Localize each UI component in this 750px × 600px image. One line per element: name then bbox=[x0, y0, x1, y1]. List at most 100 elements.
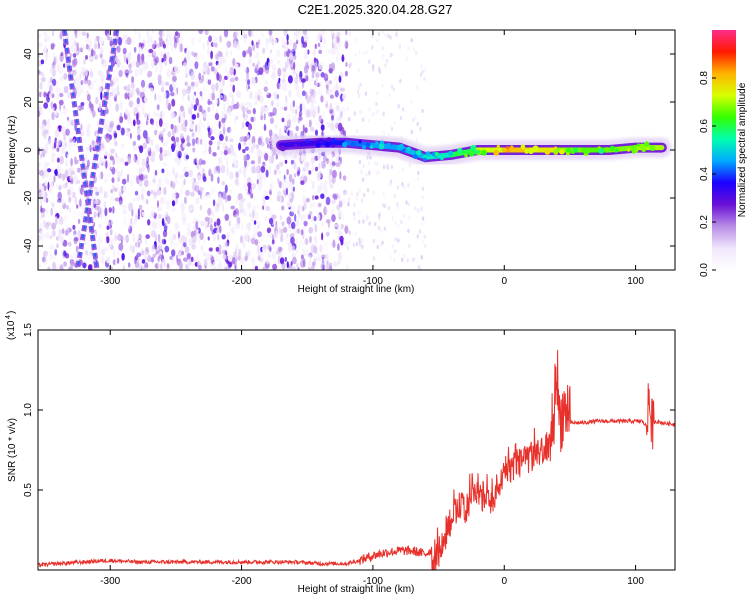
noise-speckle bbox=[376, 108, 380, 113]
noise-speckle bbox=[187, 52, 191, 61]
noise-speckle bbox=[146, 198, 149, 205]
noise-speckle bbox=[326, 121, 329, 129]
noise-speckle bbox=[285, 236, 290, 245]
noise-speckle bbox=[137, 214, 140, 220]
noise-speckle bbox=[159, 196, 165, 205]
noise-speckle bbox=[114, 132, 118, 138]
noise-speckle bbox=[305, 249, 309, 257]
noise-speckle bbox=[115, 169, 119, 174]
noise-speckle bbox=[329, 102, 333, 111]
noise-speckle bbox=[180, 35, 184, 43]
noise-speckle bbox=[414, 51, 418, 56]
noise-speckle bbox=[38, 103, 42, 109]
noise-speckle bbox=[246, 223, 251, 229]
signal-band-dot bbox=[598, 148, 605, 154]
noise-speckle bbox=[344, 39, 347, 48]
noise-speckle bbox=[89, 157, 94, 164]
noise-speckle bbox=[294, 76, 299, 85]
noise-speckle bbox=[233, 68, 236, 76]
noise-speckle bbox=[369, 155, 372, 160]
noise-speckle bbox=[274, 123, 278, 130]
noise-speckle bbox=[240, 136, 245, 142]
noise-speckle bbox=[66, 116, 69, 121]
noise-speckle bbox=[394, 220, 397, 225]
noise-speckle bbox=[238, 248, 242, 255]
noise-speckle bbox=[319, 80, 323, 89]
noise-speckle bbox=[142, 172, 146, 181]
noise-speckle bbox=[391, 216, 394, 221]
noise-speckle bbox=[195, 220, 199, 230]
noise-speckle bbox=[40, 71, 44, 76]
noise-speckle bbox=[165, 37, 168, 43]
noise-speckle bbox=[50, 181, 53, 189]
noise-speckle bbox=[156, 104, 160, 111]
noise-speckle bbox=[72, 138, 76, 147]
noise-speckle bbox=[340, 223, 344, 230]
noise-speckle bbox=[168, 33, 173, 38]
signal-band-dot bbox=[279, 145, 286, 152]
noise-speckle bbox=[108, 100, 111, 108]
noise-speckle bbox=[246, 201, 252, 209]
noise-speckle bbox=[166, 69, 171, 78]
noise-speckle bbox=[382, 192, 385, 197]
noise-speckle bbox=[217, 197, 223, 206]
noise-speckle bbox=[196, 261, 201, 268]
noise-speckle bbox=[296, 169, 300, 177]
noise-speckle bbox=[328, 80, 333, 85]
noise-speckle bbox=[128, 63, 132, 70]
noise-speckle bbox=[185, 189, 190, 197]
noise-speckle bbox=[44, 191, 48, 199]
noise-speckle bbox=[88, 44, 91, 52]
noise-speckle bbox=[195, 229, 199, 238]
noise-speckle bbox=[185, 154, 189, 160]
noise-speckle bbox=[54, 169, 58, 175]
snr-y-multiplier: (x10 4 ) bbox=[5, 311, 17, 340]
noise-speckle bbox=[293, 153, 298, 159]
noise-speckle bbox=[177, 150, 182, 159]
noise-speckle bbox=[101, 58, 105, 65]
noise-speckle bbox=[273, 169, 277, 175]
noise-speckle bbox=[136, 176, 140, 185]
noise-speckle bbox=[75, 245, 79, 253]
noise-speckle bbox=[361, 177, 365, 182]
noise-speckle bbox=[57, 165, 61, 175]
noise-speckle bbox=[308, 254, 312, 262]
noise-speckle bbox=[292, 186, 295, 192]
noise-speckle bbox=[269, 112, 275, 117]
noise-speckle bbox=[292, 252, 296, 258]
noise-speckle bbox=[56, 147, 60, 152]
signal-band-dot bbox=[559, 148, 565, 155]
noise-speckle bbox=[226, 41, 231, 49]
noise-speckle bbox=[215, 99, 219, 104]
noise-speckle bbox=[281, 262, 286, 270]
noise-speckle bbox=[381, 240, 384, 245]
noise-speckle bbox=[212, 152, 217, 157]
noise-speckle bbox=[288, 223, 292, 229]
noise-speckle bbox=[325, 254, 330, 262]
noise-speckle bbox=[240, 257, 244, 266]
noise-speckle bbox=[148, 36, 152, 42]
noise-speckle bbox=[39, 169, 45, 177]
noise-speckle bbox=[121, 178, 127, 185]
noise-speckle bbox=[154, 143, 160, 152]
noise-speckle bbox=[336, 204, 341, 211]
noise-speckle bbox=[76, 167, 81, 173]
noise-speckle bbox=[171, 112, 177, 119]
noise-speckle bbox=[412, 117, 415, 123]
noise-speckle bbox=[282, 67, 287, 72]
noise-speckle bbox=[320, 193, 325, 199]
noise-speckle bbox=[137, 134, 141, 141]
noise-speckle bbox=[407, 202, 410, 207]
noise-speckle bbox=[272, 251, 275, 260]
noise-speckle bbox=[275, 153, 278, 160]
noise-speckle bbox=[166, 263, 170, 269]
noise-speckle bbox=[124, 235, 129, 243]
noise-speckle bbox=[193, 52, 198, 58]
noise-speckle bbox=[309, 77, 314, 84]
noise-speckle bbox=[63, 73, 68, 80]
noise-speckle bbox=[74, 156, 77, 165]
noise-speckle bbox=[337, 243, 340, 251]
noise-speckle bbox=[171, 136, 176, 142]
noise-speckle bbox=[133, 155, 136, 164]
noise-speckle bbox=[61, 197, 65, 206]
